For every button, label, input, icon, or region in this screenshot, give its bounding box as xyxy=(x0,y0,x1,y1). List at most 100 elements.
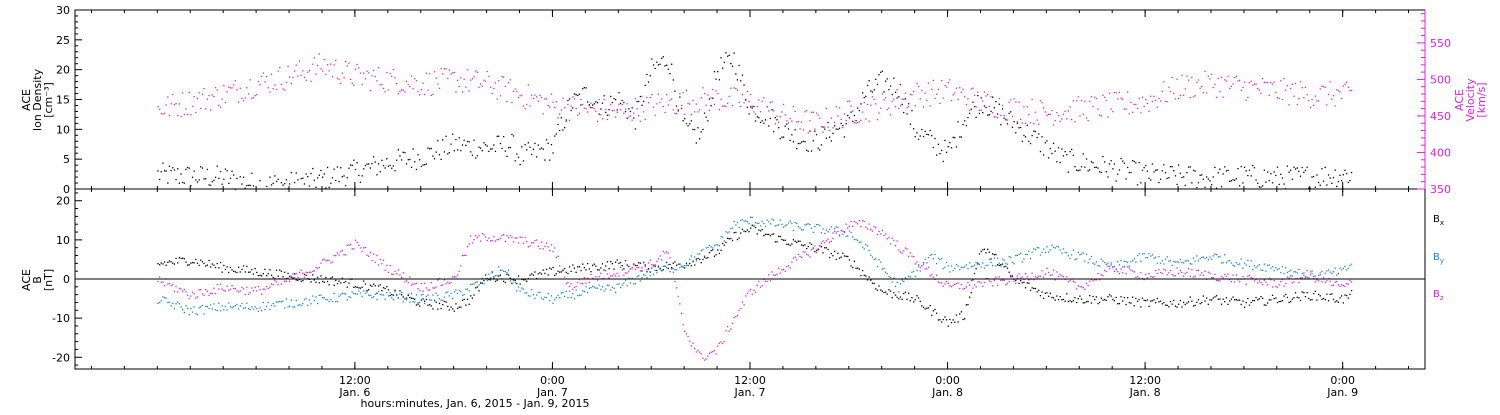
bz-point xyxy=(1120,268,1122,270)
density-point xyxy=(193,170,195,172)
bx-point xyxy=(1056,295,1058,297)
velocity-point xyxy=(720,98,722,100)
velocity-point xyxy=(965,103,967,106)
velocity-point xyxy=(621,104,623,106)
bx-point xyxy=(280,270,283,272)
bz-point xyxy=(894,245,897,247)
by-point xyxy=(1006,263,1009,265)
bx-point xyxy=(789,244,791,247)
density-point xyxy=(898,96,900,98)
bz-point xyxy=(624,272,627,274)
bx-point xyxy=(592,264,594,267)
bz-point xyxy=(1260,281,1262,284)
by-point xyxy=(1229,259,1231,262)
density-point xyxy=(1319,184,1321,186)
bz-point xyxy=(1097,272,1099,275)
bz-point xyxy=(1232,274,1234,276)
density-point xyxy=(322,176,324,178)
density-point xyxy=(447,153,449,155)
bz-point xyxy=(183,288,185,291)
density-point xyxy=(1105,171,1107,173)
bz-point xyxy=(524,236,526,239)
bz-point xyxy=(341,249,343,252)
by-point xyxy=(705,247,707,249)
bz-point xyxy=(511,236,513,238)
velocity-point xyxy=(363,72,365,74)
density-point xyxy=(802,140,804,142)
density-point xyxy=(303,183,306,185)
density-point xyxy=(931,135,933,137)
velocity-point xyxy=(684,113,686,115)
velocity-point xyxy=(1309,106,1312,108)
time-tick-label: 0:00 xyxy=(1330,374,1355,387)
density-point xyxy=(221,183,223,185)
bz-point xyxy=(965,286,967,288)
by-point xyxy=(303,299,306,301)
bx-point xyxy=(1094,298,1096,301)
time-tick-date: Jan. 6 xyxy=(338,386,370,399)
bz-point xyxy=(1128,267,1130,269)
by-point xyxy=(205,305,207,308)
by-point xyxy=(917,264,920,266)
by-point xyxy=(988,258,990,261)
bz-point xyxy=(931,274,933,276)
by-point xyxy=(1326,270,1328,272)
by-point xyxy=(346,299,348,301)
bz-point xyxy=(198,289,200,291)
bz-point xyxy=(838,235,841,237)
density-point xyxy=(1074,166,1076,168)
velocity-point xyxy=(470,79,472,81)
bx-point xyxy=(1346,294,1348,297)
density-point xyxy=(596,102,599,104)
velocity-point xyxy=(214,86,217,89)
density-point xyxy=(412,148,414,150)
velocity-point xyxy=(405,80,408,82)
by-point xyxy=(950,265,953,267)
density-point xyxy=(1135,162,1137,164)
velocity-point xyxy=(208,94,210,97)
bz-point xyxy=(1026,276,1028,278)
bz-point xyxy=(1099,279,1101,281)
density-point xyxy=(499,142,502,145)
bz-point xyxy=(264,288,266,290)
bz-point xyxy=(967,281,969,284)
density-point xyxy=(1222,173,1224,175)
bx-point xyxy=(924,308,926,310)
velocity-point xyxy=(554,106,556,109)
velocity-point xyxy=(298,60,301,62)
density-point xyxy=(224,168,227,170)
by-point xyxy=(1008,256,1010,258)
density-point xyxy=(1337,181,1339,183)
bx-point xyxy=(876,289,879,291)
by-point xyxy=(570,296,572,298)
by-point xyxy=(1186,259,1188,261)
density-point xyxy=(1067,171,1069,173)
bz-point xyxy=(820,242,823,244)
bz-point xyxy=(659,255,661,257)
density-point xyxy=(1077,170,1079,172)
bx-point xyxy=(429,304,431,306)
density-point xyxy=(942,160,944,163)
bx-point xyxy=(758,229,760,231)
bx-point xyxy=(193,262,195,264)
bz-point xyxy=(297,276,299,278)
velocity-point xyxy=(270,73,273,75)
density-point xyxy=(1123,162,1125,164)
velocity-point xyxy=(1156,106,1158,108)
bz-point xyxy=(671,268,673,270)
density-point xyxy=(285,179,287,181)
bz-point xyxy=(540,241,543,243)
density-point xyxy=(430,147,432,150)
velocity-point xyxy=(702,87,704,89)
by-point xyxy=(615,291,617,293)
by-point xyxy=(936,263,938,265)
density-point xyxy=(389,164,391,167)
density-point xyxy=(1118,169,1121,171)
velocity-point xyxy=(206,98,208,100)
velocity-point xyxy=(694,111,696,113)
velocity-point xyxy=(443,68,446,70)
by-point xyxy=(843,231,846,233)
by-point xyxy=(246,302,248,304)
bz-point xyxy=(708,352,711,354)
bz-point xyxy=(409,276,411,278)
